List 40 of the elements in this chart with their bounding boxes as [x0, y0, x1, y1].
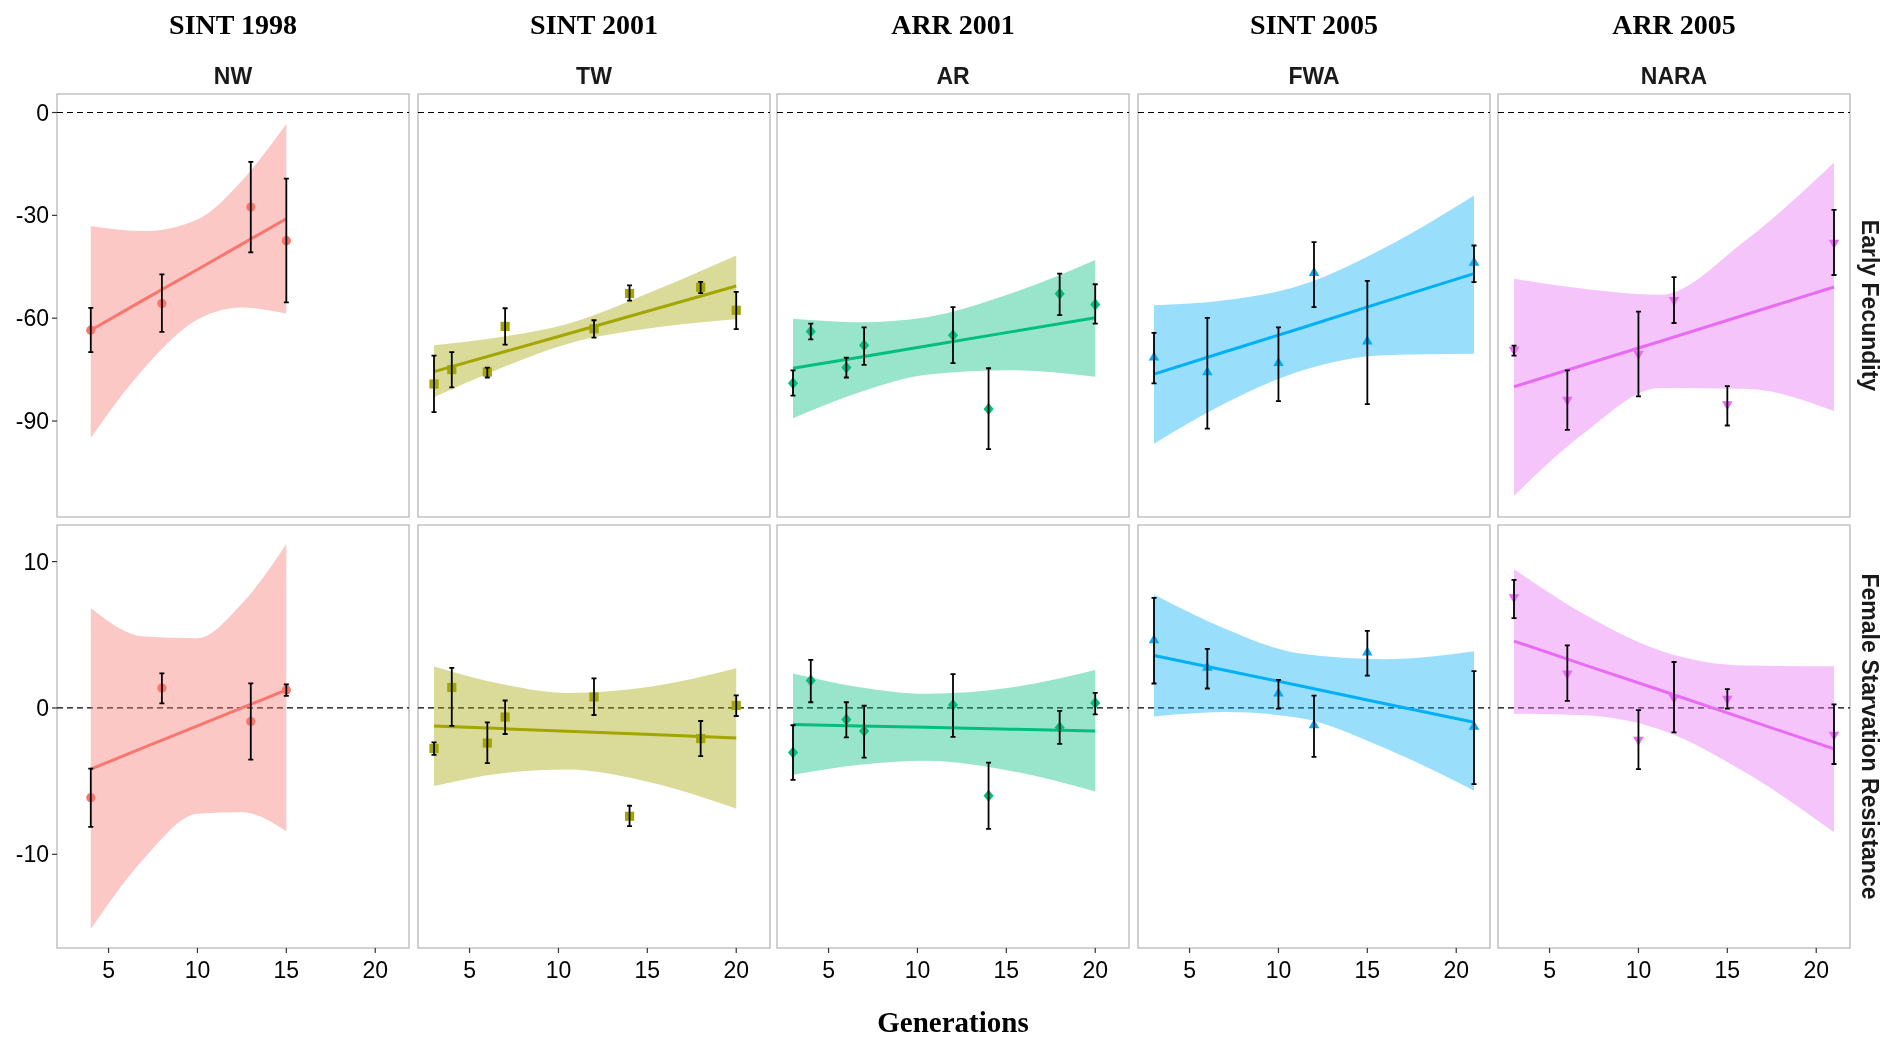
- chart-title: ARR 2001: [891, 9, 1015, 40]
- y-tick-label: -90: [15, 408, 49, 435]
- x-tick-label: 15: [1714, 957, 1741, 983]
- x-tick-label: 10: [1625, 957, 1652, 983]
- chart-subtitle: NW: [213, 63, 253, 89]
- chart-title: SINT 2001: [530, 9, 658, 40]
- chart-subtitle: NARA: [1640, 63, 1708, 89]
- x-tick-label: 20: [723, 957, 750, 983]
- y-tick-label: 0: [36, 99, 49, 126]
- x-tick-label: 5: [1183, 957, 1196, 983]
- y-axis-title: Female Starvation Resistance: [1857, 573, 1883, 900]
- x-tick-label: 15: [1354, 957, 1381, 983]
- chart-subtitle: TW: [576, 63, 613, 89]
- x-tick-label: 20: [1082, 957, 1109, 983]
- y-tick-label: -30: [15, 202, 49, 229]
- x-tick-label: 10: [184, 957, 211, 983]
- y-tick-label: 0: [36, 695, 49, 722]
- y-tick-label: -10: [15, 841, 49, 868]
- x-tick-label: 10: [904, 957, 931, 983]
- y-tick-label: -60: [15, 305, 49, 332]
- chart-subtitle: FWA: [1288, 63, 1340, 89]
- x-axis-title: Generations: [877, 1006, 1029, 1038]
- x-tick-label: 20: [1803, 957, 1830, 983]
- x-tick-label: 5: [822, 957, 835, 983]
- x-tick-label: 20: [1443, 957, 1470, 983]
- x-tick-label: 5: [102, 957, 115, 983]
- x-tick-label: 5: [463, 957, 476, 983]
- y-tick-label: 10: [23, 548, 49, 575]
- x-tick-label: 10: [1265, 957, 1292, 983]
- x-tick-label: 5: [1543, 957, 1556, 983]
- chart-subtitle: AR: [936, 63, 970, 89]
- x-tick-label: 15: [634, 957, 661, 983]
- x-tick-label: 15: [993, 957, 1020, 983]
- chart-title: SINT 2005: [1250, 9, 1378, 40]
- y-axis-title: Early Fecundity: [1857, 219, 1883, 392]
- x-tick-label: 10: [545, 957, 572, 983]
- x-tick-label: 15: [273, 957, 300, 983]
- chart-title: ARR 2005: [1612, 9, 1736, 40]
- chart-title: SINT 1998: [169, 9, 297, 40]
- x-tick-label: 20: [362, 957, 389, 983]
